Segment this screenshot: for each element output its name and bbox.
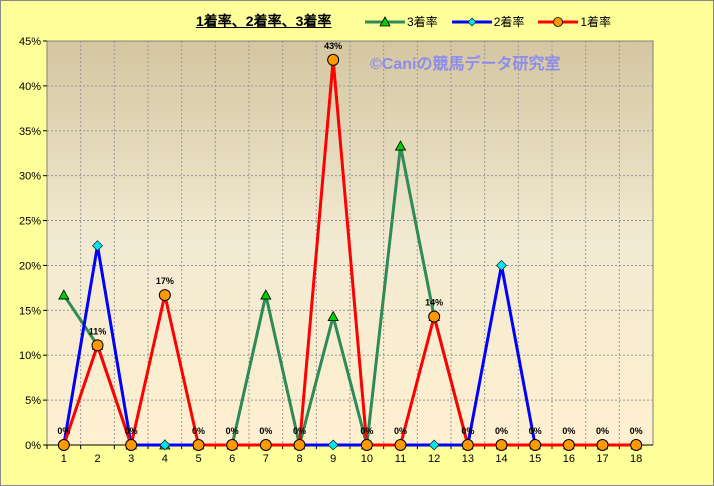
circle-marker (394, 439, 407, 451)
circle-marker (596, 439, 609, 451)
data-label: 11% (89, 326, 107, 336)
y-tick-label: 40% (19, 81, 41, 93)
triangle-marker (394, 140, 407, 151)
circle-marker (461, 439, 474, 451)
x-tick-label: 10 (361, 453, 373, 465)
y-tick-label: 20% (19, 260, 41, 272)
y-tick-label: 5% (25, 395, 41, 407)
circle-marker (562, 439, 575, 451)
circle-marker (529, 439, 542, 451)
chart-title: 1着率、2着率、3着率 (196, 13, 332, 29)
data-label: 0% (259, 426, 272, 436)
x-tick-label: 11 (395, 453, 406, 465)
data-label: 0% (461, 426, 474, 436)
x-tick-label: 3 (128, 453, 134, 465)
diamond-marker (496, 260, 507, 271)
circle-marker (360, 439, 373, 451)
diamond-marker (327, 439, 339, 451)
y-tick-label: 0% (25, 440, 41, 452)
x-tick-label: 13 (462, 453, 474, 465)
circle-marker (192, 439, 205, 451)
y-tick-label: 15% (19, 305, 41, 317)
y-tick-label: 25% (19, 216, 41, 228)
x-tick-label: 2 (94, 453, 100, 465)
x-tick-label: 1 (61, 453, 67, 465)
diamond-marker (92, 240, 103, 252)
x-tick-label: 6 (229, 453, 235, 465)
legend-item-2: 2着率 (451, 13, 525, 30)
data-label: 0% (495, 426, 508, 436)
data-label: 43% (324, 41, 342, 51)
data-label: 0% (394, 426, 407, 436)
y-tick-label: 10% (19, 350, 41, 362)
circle-marker (91, 339, 104, 352)
circle-marker (158, 289, 171, 302)
series-3: 0% 11% 0% 17% 0% 0% 0% 0% 43% 0% 0% 14% 0% 0% 0% 0% 0% 0% (57, 41, 643, 451)
legend-label: 2着率 (493, 15, 525, 29)
data-label: 0% (596, 426, 609, 436)
y-tick-label: 45% (19, 36, 41, 48)
data-label: 0% (57, 426, 70, 436)
legend: 3着率 2着率 1着率 (365, 13, 611, 30)
triangle-marker (58, 289, 70, 300)
x-tick-label: 15 (529, 453, 541, 465)
x-tick-label: 16 (563, 453, 575, 465)
circle-marker (57, 439, 70, 451)
y-tick-label: 30% (19, 171, 41, 183)
x-tick-label: 4 (162, 453, 168, 465)
circle-marker (327, 53, 340, 66)
diamond-marker (159, 439, 171, 451)
x-tick-label: 17 (596, 453, 608, 465)
data-label: 0% (630, 426, 643, 436)
x-tick-label: 14 (495, 453, 507, 465)
legend-item-1: 1着率 (538, 13, 611, 30)
x-tick-label: 12 (428, 453, 440, 465)
y-tick-label: 35% (19, 126, 41, 138)
data-label: 0% (360, 426, 373, 436)
x-tick-label: 5 (195, 453, 201, 465)
x-tick-label: 18 (630, 453, 642, 465)
circle-marker (226, 439, 239, 451)
data-label: 14% (425, 298, 443, 308)
data-label: 17% (156, 276, 174, 286)
circle-marker (125, 439, 138, 451)
legend-label: 3着率 (407, 15, 438, 29)
watermark: ©Caniの競馬データ研究室 (370, 56, 561, 73)
data-label: 0% (529, 426, 542, 436)
legend-label: 1着率 (580, 15, 612, 29)
circle-marker (259, 439, 272, 451)
diamond-marker-icon (451, 17, 492, 26)
circle-marker (495, 439, 508, 451)
triangle-marker (260, 289, 272, 300)
data-label: 0% (125, 426, 138, 436)
x-tick-label: 8 (296, 453, 302, 465)
data-label: 0% (293, 426, 306, 436)
triangle-marker-icon (365, 15, 405, 26)
diamond-marker (428, 439, 440, 451)
x-tick-label: 7 (263, 453, 269, 465)
circle-marker (428, 310, 441, 323)
data-label: 0% (192, 426, 205, 436)
data-label: 0% (226, 426, 239, 436)
data-label: 0% (562, 426, 575, 436)
circle-marker (293, 439, 306, 451)
triangle-marker (327, 310, 339, 322)
legend-item-3: 3着率 (365, 13, 438, 30)
x-tick-label: 9 (330, 453, 336, 465)
circle-marker-icon (538, 16, 579, 27)
circle-marker (630, 439, 643, 451)
